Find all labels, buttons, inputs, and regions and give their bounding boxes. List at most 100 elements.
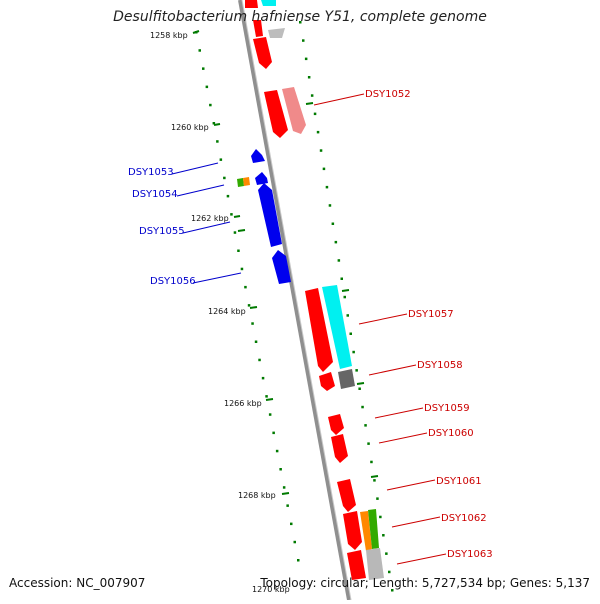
gene-label-DSY1054[interactable]: DSY1054 xyxy=(132,189,178,200)
minor-tick xyxy=(337,259,341,262)
gene-DSY1055[interactable] xyxy=(258,183,282,247)
genome-backbone xyxy=(238,0,351,601)
tick-label: 1266 kbp xyxy=(224,399,262,408)
tick-mark-1268: 1268 kbp xyxy=(238,491,290,500)
minor-tick xyxy=(343,295,346,299)
minor-tick xyxy=(304,57,308,61)
minor-tick xyxy=(302,39,305,42)
gene-label-DSY1063[interactable]: DSY1063 xyxy=(447,549,493,560)
gene-DSY1056[interactable] xyxy=(272,250,291,284)
minor-tick xyxy=(219,158,223,161)
minor-tick xyxy=(322,167,326,171)
accession-text: Accession: NC_007907 xyxy=(9,576,146,590)
minor-tick xyxy=(313,112,317,116)
tick-label: 1270 kbp xyxy=(252,585,290,594)
minor-tick xyxy=(373,479,376,482)
minor-tick xyxy=(361,405,364,409)
minor-tick xyxy=(340,277,343,280)
gene-label-DSY1058[interactable]: DSY1058 xyxy=(417,360,463,371)
minor-tick xyxy=(265,395,268,398)
gene-DSY1052[interactable] xyxy=(264,87,306,138)
genome-summary-text: Topology: circular; Length: 5,727,534 bp… xyxy=(260,576,590,590)
minor-tick xyxy=(328,204,332,207)
gene-label-DSY1060[interactable]: DSY1060 xyxy=(428,428,474,439)
minor-tick xyxy=(297,559,300,562)
minor-tick xyxy=(198,49,201,52)
minor-tick xyxy=(367,442,370,445)
gene-DSY1059[interactable] xyxy=(328,414,344,435)
minor-tick xyxy=(230,213,233,216)
leader-lines xyxy=(171,93,447,565)
gene-DSY1058[interactable] xyxy=(319,369,355,391)
minor-tick xyxy=(316,130,320,134)
minor-tick xyxy=(376,497,379,500)
gene-label-DSY1055[interactable]: DSY1055 xyxy=(139,226,185,237)
gene-label-DSY1061[interactable]: DSY1061 xyxy=(436,476,482,487)
tick-label: 1268 kbp xyxy=(238,491,276,500)
minor-tick xyxy=(261,376,265,380)
tick-label: 1258 kbp xyxy=(150,31,188,40)
minor-tick xyxy=(290,522,293,526)
minor-tick xyxy=(258,358,261,362)
tick-label: 1262 kbp xyxy=(191,214,229,223)
minor-tick xyxy=(379,515,382,519)
tick-dashes-left xyxy=(237,229,246,232)
gene-DSY1053[interactable] xyxy=(251,149,265,163)
minor-tick xyxy=(307,76,311,79)
tick-dashes-right xyxy=(305,102,379,478)
minor-tick xyxy=(391,589,394,592)
gene-DSY1063[interactable] xyxy=(347,548,384,580)
minor-tick xyxy=(205,85,209,89)
gene-DSY1062[interactable] xyxy=(343,509,379,551)
minor-tick xyxy=(346,314,349,317)
minor-tick xyxy=(251,322,254,325)
gene-label-DSY1053[interactable]: DSY1053 xyxy=(128,167,174,178)
gene-DSY1061[interactable] xyxy=(337,479,356,512)
gene-label-DSY1062[interactable]: DSY1062 xyxy=(441,513,487,524)
minor-tick xyxy=(202,67,205,70)
minor-tick xyxy=(282,486,286,489)
minor-tick xyxy=(272,431,275,435)
minor-tick xyxy=(331,222,335,225)
tick-mark-1270: 1270 kbp xyxy=(252,585,290,594)
minor-tick xyxy=(233,231,237,234)
minor-tick xyxy=(209,103,212,107)
minor-tick xyxy=(279,468,282,471)
tick-ring-right xyxy=(299,21,394,592)
tick-mark-1264: 1264 kbp xyxy=(208,306,258,316)
map-title: Desulfitobacterium hafniense Y51, comple… xyxy=(113,9,487,25)
gene-DSY1060[interactable] xyxy=(331,434,348,463)
minor-tick xyxy=(355,369,358,372)
minor-tick xyxy=(226,194,230,198)
minor-tick xyxy=(364,424,367,427)
genome-backbone-highlight xyxy=(241,0,352,601)
minor-tick xyxy=(349,332,352,335)
minor-tick xyxy=(319,149,323,152)
gene-label-DSY1056[interactable]: DSY1056 xyxy=(150,276,196,287)
tick-mark-1262: 1262 kbp xyxy=(191,214,241,223)
minor-tick xyxy=(268,413,272,416)
gene-label-DSY1059[interactable]: DSY1059 xyxy=(424,403,470,414)
tick-mark-1260: 1260 kbp xyxy=(171,123,221,132)
minor-tick xyxy=(216,140,219,143)
minor-tick xyxy=(370,460,373,464)
minor-tick xyxy=(388,570,391,574)
minor-tick xyxy=(247,304,251,307)
gene-top-cutoff xyxy=(245,0,285,69)
gene-DSY1054[interactable] xyxy=(237,172,268,187)
gene-label-DSY1052[interactable]: DSY1052 xyxy=(365,89,411,100)
tick-mark-1258: 1258 kbp xyxy=(150,30,200,40)
minor-tick xyxy=(286,504,289,507)
minor-tick xyxy=(325,185,329,189)
minor-tick xyxy=(223,176,226,180)
minor-tick xyxy=(310,94,314,97)
tick-ring-left xyxy=(195,31,300,562)
minor-tick xyxy=(385,552,388,555)
tick-label: 1264 kbp xyxy=(208,307,246,316)
gene-label-DSY1057[interactable]: DSY1057 xyxy=(408,309,454,320)
minor-tick xyxy=(254,340,258,343)
minor-tick xyxy=(293,540,296,544)
gene-DSY1057[interactable] xyxy=(305,285,352,372)
